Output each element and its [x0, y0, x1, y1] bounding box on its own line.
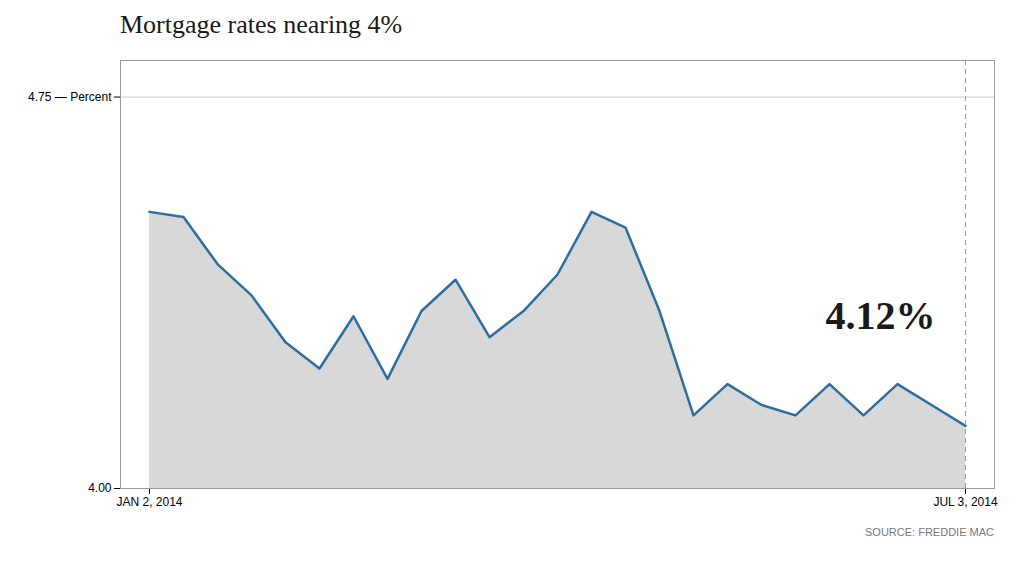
- svg-text:JUL 3, 2014: JUL 3, 2014: [933, 495, 998, 509]
- svg-text:4.75 — Percent: 4.75 — Percent: [28, 90, 112, 104]
- svg-text:JAN 2, 2014: JAN 2, 2014: [116, 495, 182, 509]
- svg-text:4.00: 4.00: [88, 481, 112, 495]
- svg-text:4.12%: 4.12%: [826, 293, 936, 338]
- html-text:Mortgage rates nearing 4%: Mortgage rates nearing 4%: [120, 10, 403, 39]
- html-text:SOURCE: FREDDIE MAC: SOURCE: FREDDIE MAC: [865, 526, 994, 538]
